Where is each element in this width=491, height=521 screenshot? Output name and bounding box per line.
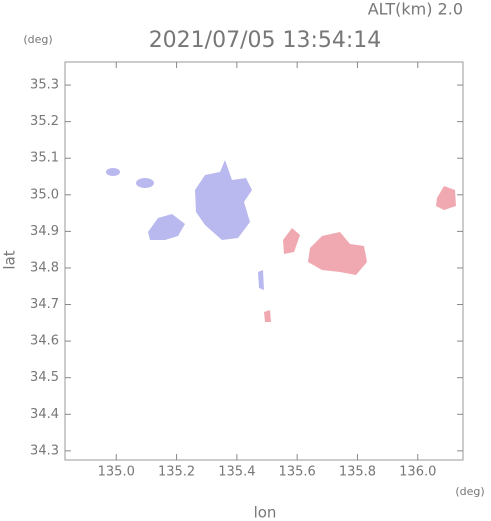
y-axis-label: lat: [1, 250, 19, 269]
y-tick-label: 35.1: [30, 151, 59, 166]
y-tick-label: 35.3: [30, 78, 59, 93]
y-tick-label: 34.5: [30, 370, 59, 385]
chart-title: 2021/07/05 13:54:14: [149, 28, 382, 53]
x-tick-label: 136.0: [399, 465, 436, 480]
x-tick-label: 135.2: [158, 465, 195, 480]
y-tick-label: 35.2: [30, 114, 59, 129]
y-unit: (deg): [23, 33, 52, 46]
y-tick-label: 34.9: [30, 224, 59, 239]
x-tick-label: 135.4: [218, 465, 255, 480]
x-axis-label: lon: [254, 504, 277, 521]
x-tick-label: 135.0: [98, 465, 135, 480]
x-tick-label: 135.6: [279, 465, 316, 480]
y-tick-label: 34.6: [30, 334, 59, 349]
y-tick-label: 34.4: [30, 407, 59, 422]
altitude-label: ALT(km) 2.0: [368, 0, 463, 19]
echo-field: [106, 160, 456, 322]
x-tick-label: 135.8: [339, 465, 376, 480]
plot-frame: [64, 61, 464, 461]
y-tick-label: 35.0: [30, 187, 59, 202]
y-tick-label: 34.8: [30, 260, 59, 275]
x-unit: (deg): [455, 485, 484, 498]
y-tick-label: 34.3: [30, 443, 59, 458]
y-tick-label: 34.7: [30, 297, 59, 312]
